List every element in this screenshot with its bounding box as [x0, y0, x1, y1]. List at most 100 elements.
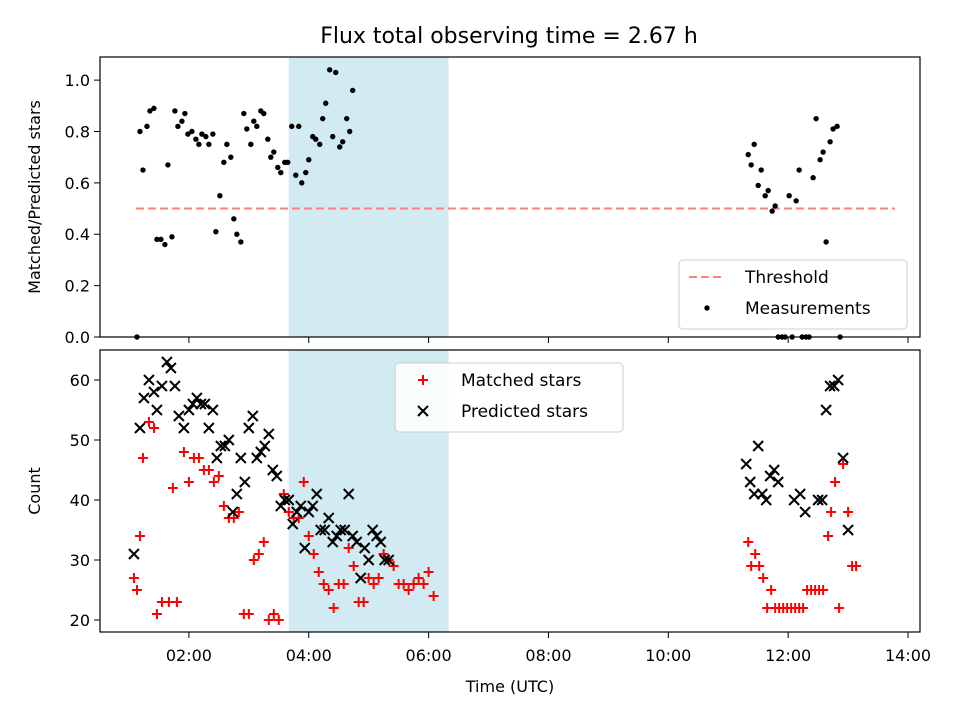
- measurement-point: [293, 172, 299, 178]
- matched-point: [750, 549, 761, 559]
- predicted-point: [251, 452, 263, 464]
- matched-point: [278, 489, 289, 499]
- measurement-point: [268, 154, 274, 160]
- predicted-point: [323, 512, 335, 524]
- measurement-point: [349, 87, 356, 94]
- matched-point: [358, 597, 369, 607]
- measurement-point: [827, 139, 833, 145]
- measurement-point: [796, 167, 802, 173]
- predicted-point: [227, 506, 239, 518]
- measurement-point: [765, 187, 771, 194]
- predicted-point: [243, 422, 255, 434]
- matched-point: [131, 585, 142, 595]
- x-tick-label: 08:00: [525, 646, 571, 665]
- matched-point: [128, 573, 139, 583]
- matched-point: [418, 579, 429, 589]
- predicted-point: [812, 494, 824, 506]
- predicted-point: [346, 530, 359, 542]
- measurement-point: [144, 123, 150, 130]
- predicted-point: [334, 524, 347, 536]
- matched-point: [338, 579, 349, 589]
- measurement-point: [165, 162, 171, 168]
- measurement-point: [772, 203, 778, 209]
- measurement-point: [140, 167, 146, 173]
- legend-label: Threshold: [744, 268, 829, 288]
- predicted-point: [378, 554, 391, 566]
- predicted-point: [315, 524, 327, 536]
- predicted-point: [169, 380, 181, 392]
- matched-point: [137, 453, 148, 463]
- measurement-point: [172, 108, 178, 114]
- measurement-point: [793, 198, 799, 204]
- matched-point: [218, 501, 229, 511]
- y-tick-label: 0.8: [65, 122, 90, 141]
- matched-point: [368, 579, 379, 589]
- measurement-point: [755, 182, 761, 189]
- measurement-point: [786, 193, 792, 199]
- predicted-point: [307, 500, 319, 512]
- matched-point: [243, 609, 254, 619]
- x-tick-label: 10:00: [645, 646, 691, 665]
- matched-point: [203, 465, 214, 475]
- predicted-point: [283, 494, 295, 506]
- predicted-point: [219, 440, 231, 452]
- matched-point: [228, 513, 239, 523]
- measurement-point: [830, 126, 836, 132]
- predicted-point: [772, 476, 784, 488]
- matched-point: [343, 543, 354, 553]
- matched-point: [303, 531, 314, 541]
- matched-point: [403, 585, 414, 595]
- measurement-point: [193, 136, 199, 142]
- measurement-point: [813, 115, 819, 122]
- y-tick-label: 30: [70, 551, 90, 570]
- measurement-point: [234, 231, 240, 237]
- y-tick-label: 50: [70, 431, 90, 450]
- measurement-point: [320, 115, 326, 122]
- matched-point: [248, 555, 259, 565]
- x-axis-label: Time (UTC): [465, 677, 554, 696]
- measurement-point: [261, 110, 267, 117]
- chart-title: Flux total observing time = 2.67 h: [320, 24, 698, 49]
- predicted-point: [764, 470, 776, 482]
- predicted-point: [366, 524, 379, 536]
- matched-point: [373, 573, 384, 583]
- predicted-point: [128, 548, 140, 560]
- measurement-point: [213, 228, 219, 235]
- predicted-point: [235, 452, 247, 464]
- matched-point: [388, 561, 399, 571]
- matched-point: [328, 603, 339, 613]
- measurement-point: [185, 131, 191, 137]
- matched-point: [834, 603, 845, 613]
- measurement-point: [306, 157, 312, 163]
- predicted-point: [303, 506, 315, 518]
- measurement-point: [817, 157, 823, 163]
- predicted-point: [271, 470, 283, 482]
- predicted-point: [255, 446, 267, 458]
- predicted-point: [267, 464, 279, 476]
- predicted-point: [744, 476, 756, 488]
- measurement-point: [206, 141, 212, 148]
- matched-point: [743, 537, 754, 547]
- legend-predicted-swatch: [417, 405, 429, 417]
- measurement-point: [158, 236, 164, 243]
- predicted-point: [138, 392, 150, 404]
- predicted-point: [832, 374, 844, 386]
- matched-point: [413, 573, 424, 583]
- x-tick-label: 14:00: [885, 646, 931, 665]
- predicted-point: [327, 536, 339, 548]
- measurement-point: [285, 159, 291, 166]
- predicted-point: [370, 530, 383, 542]
- predicted-point: [247, 410, 259, 422]
- matched-point: [193, 453, 204, 463]
- y-axis-label: Matched/Predicted stars: [25, 100, 44, 294]
- predicted-point: [824, 380, 836, 392]
- matched-point: [308, 549, 319, 559]
- measurement-point: [271, 149, 277, 155]
- predicted-point: [354, 572, 367, 584]
- matched-point: [208, 477, 219, 487]
- measurement-point: [303, 169, 309, 176]
- y-tick-label: 0.2: [65, 277, 90, 296]
- legend-measurement-swatch: [704, 305, 710, 311]
- bottom-panel: 20 30 40 50 60 02:00 04:00 06:00 08:00 10:00 12:00…: [25, 349, 931, 696]
- matched-point: [818, 585, 829, 595]
